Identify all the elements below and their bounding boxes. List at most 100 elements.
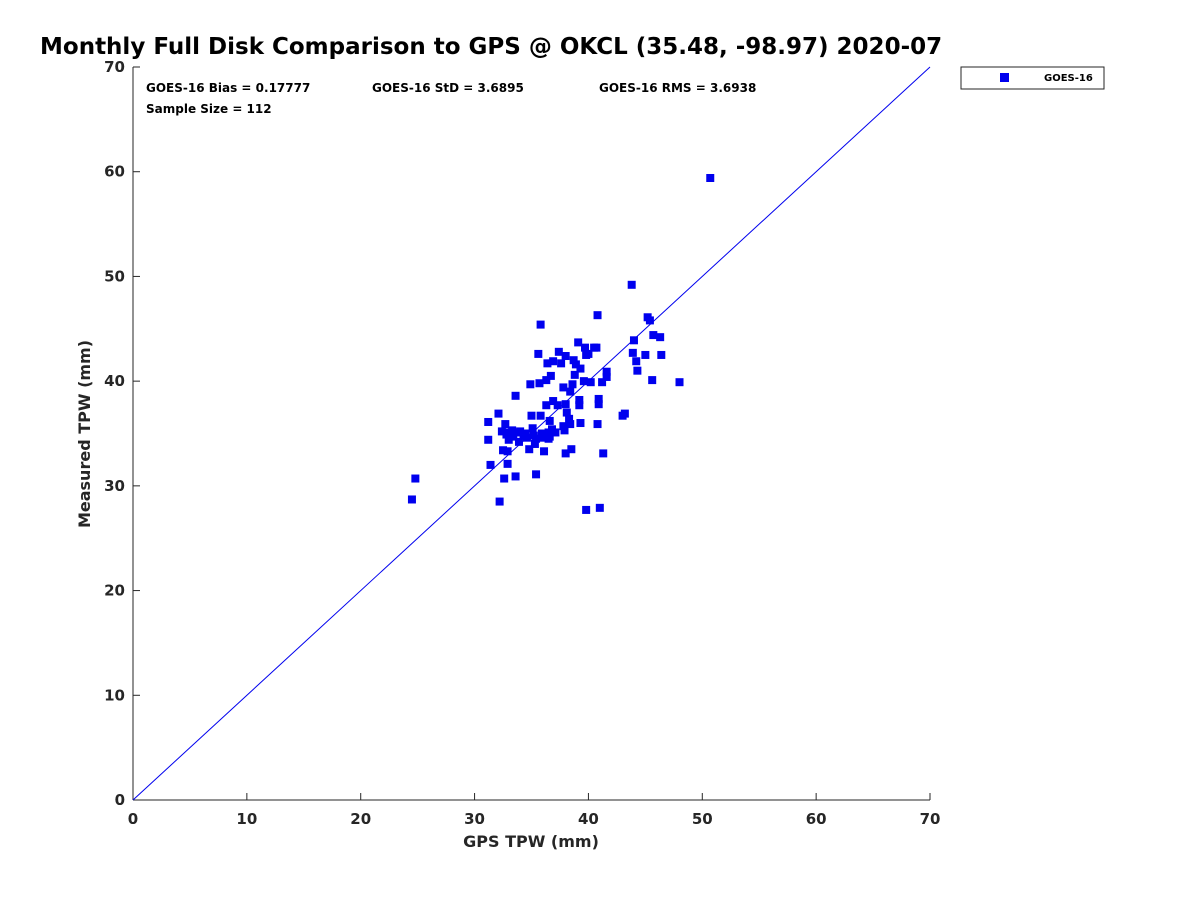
data-point bbox=[511, 391, 520, 400]
data-point bbox=[503, 459, 512, 468]
legend-marker bbox=[1000, 73, 1009, 82]
data-point bbox=[516, 427, 525, 436]
data-point bbox=[545, 432, 554, 441]
y-tick-label: 40 bbox=[104, 372, 125, 390]
data-point bbox=[633, 366, 642, 375]
data-point bbox=[527, 411, 536, 420]
data-point bbox=[629, 336, 638, 345]
data-point bbox=[570, 370, 579, 379]
data-point bbox=[582, 505, 591, 514]
y-tick-label: 30 bbox=[104, 477, 125, 495]
x-tick-label: 50 bbox=[692, 810, 713, 828]
data-point bbox=[620, 409, 629, 418]
y-tick-label: 60 bbox=[104, 163, 125, 181]
data-point bbox=[565, 414, 574, 423]
data-point bbox=[561, 449, 570, 458]
data-point bbox=[494, 409, 503, 418]
data-point bbox=[542, 401, 551, 410]
data-point bbox=[514, 437, 523, 446]
data-point bbox=[535, 379, 544, 388]
data-point bbox=[499, 446, 508, 455]
bias-annotation: GOES-16 Bias = 0.17777 bbox=[146, 81, 310, 95]
data-point bbox=[526, 380, 535, 389]
data-point bbox=[571, 360, 580, 369]
std-annotation: GOES-16 StD = 3.6895 bbox=[372, 81, 524, 95]
data-point bbox=[567, 445, 576, 454]
data-point bbox=[525, 445, 534, 454]
data-point bbox=[575, 395, 584, 404]
x-tick-label: 60 bbox=[806, 810, 827, 828]
data-point bbox=[568, 380, 577, 389]
data-point bbox=[561, 400, 570, 409]
chart-title: Monthly Full Disk Comparison to GPS @ OK… bbox=[40, 34, 942, 60]
data-point bbox=[593, 311, 602, 320]
data-points bbox=[407, 173, 715, 514]
data-point bbox=[484, 417, 493, 426]
y-axis-ticks: 0 10 20 30 40 50 60 70 bbox=[104, 58, 140, 809]
data-point bbox=[586, 378, 595, 387]
data-point bbox=[534, 349, 543, 358]
data-point bbox=[536, 411, 545, 420]
data-point bbox=[528, 424, 537, 433]
data-point bbox=[593, 420, 602, 429]
y-axis-label: Measured TPW (mm) bbox=[75, 340, 94, 528]
data-point bbox=[594, 394, 603, 403]
x-axis-label: GPS TPW (mm) bbox=[463, 832, 599, 851]
data-point bbox=[501, 420, 510, 429]
data-point bbox=[543, 359, 552, 368]
data-point bbox=[553, 401, 562, 410]
data-point bbox=[521, 429, 530, 438]
y-tick-label: 10 bbox=[104, 686, 125, 704]
data-point bbox=[559, 422, 568, 431]
data-point bbox=[562, 408, 571, 417]
data-point bbox=[627, 280, 636, 289]
data-point bbox=[511, 472, 520, 481]
plot-axes bbox=[132, 67, 930, 801]
data-point bbox=[542, 376, 551, 385]
data-point bbox=[648, 376, 657, 385]
data-point bbox=[529, 431, 538, 440]
data-point bbox=[509, 432, 518, 441]
data-point bbox=[602, 372, 611, 381]
data-point bbox=[574, 338, 583, 347]
data-point bbox=[407, 495, 416, 504]
data-point bbox=[497, 427, 506, 436]
data-point bbox=[592, 343, 601, 352]
data-point bbox=[503, 447, 512, 456]
data-point bbox=[504, 435, 513, 444]
data-point bbox=[557, 359, 566, 368]
data-point bbox=[551, 428, 560, 437]
data-point bbox=[549, 397, 558, 406]
x-tick-label: 10 bbox=[236, 810, 257, 828]
data-point bbox=[632, 357, 641, 366]
data-point bbox=[566, 420, 575, 429]
data-point bbox=[536, 320, 545, 329]
data-point bbox=[645, 316, 654, 325]
x-tick-label: 0 bbox=[128, 810, 138, 828]
sample-size-annotation: Sample Size = 112 bbox=[146, 102, 272, 116]
y-tick-label: 50 bbox=[104, 267, 125, 285]
data-point bbox=[628, 348, 637, 357]
data-point bbox=[502, 430, 511, 439]
y-tick-label: 0 bbox=[115, 791, 125, 809]
data-point bbox=[560, 426, 569, 435]
x-tick-label: 70 bbox=[920, 810, 941, 828]
rms-annotation: GOES-16 RMS = 3.6938 bbox=[599, 81, 756, 95]
data-point bbox=[537, 429, 546, 438]
data-point bbox=[675, 378, 684, 387]
x-tick-label: 20 bbox=[350, 810, 371, 828]
data-point bbox=[602, 367, 611, 376]
legend: GOES-16 bbox=[960, 66, 1105, 90]
data-point bbox=[598, 378, 607, 387]
legend-label: GOES-16 bbox=[1044, 73, 1093, 84]
data-point bbox=[508, 426, 517, 435]
y-tick-label: 20 bbox=[104, 582, 125, 600]
data-point bbox=[546, 371, 555, 380]
x-axis-ticks: 0 10 20 30 40 50 60 70 bbox=[128, 793, 941, 828]
data-point bbox=[540, 447, 549, 456]
data-point bbox=[486, 460, 495, 469]
data-point bbox=[641, 350, 650, 359]
data-point bbox=[576, 419, 585, 428]
data-point bbox=[581, 343, 590, 352]
